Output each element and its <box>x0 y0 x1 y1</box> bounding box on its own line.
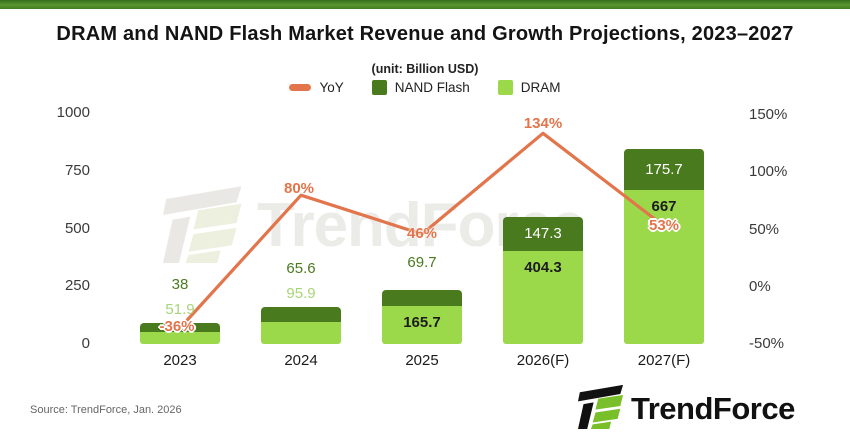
bar-segment-nand-2024 <box>261 306 341 322</box>
right-axis-tick: -50% <box>749 335 785 352</box>
yoy-value-label: 46% <box>406 225 438 243</box>
bar-segment-dram-2023 <box>140 332 220 344</box>
legend-item-nand-flash: NAND Flash <box>371 80 470 95</box>
legend: YoY NAND Flash DRAM <box>0 80 850 95</box>
bar-value-label-nand: 38 <box>171 276 189 294</box>
bar-value-label-dram: 95.9 <box>286 284 316 302</box>
legend-item-dram: DRAM <box>497 80 561 95</box>
bar-value-label-dram: 51.9 <box>165 301 195 319</box>
x-axis-label: 2024 <box>284 352 318 369</box>
bar-value-label-nand: 147.3 <box>524 224 562 242</box>
source-note: Source: TrendForce, Jan. 2026 <box>30 404 182 416</box>
left-axis-tick: 500 <box>64 219 90 237</box>
bar-value-label-nand: 65.6 <box>286 259 316 277</box>
trendforce-watermark-icon <box>163 183 243 268</box>
bar-segment-nand-2025 <box>382 289 462 306</box>
left-axis-tick: 1000 <box>56 104 90 121</box>
legend-line-marker <box>289 84 312 91</box>
x-axis-label: 2025 <box>405 352 439 369</box>
x-axis-label: 2027(F) <box>637 352 691 369</box>
x-axis-label: 2023 <box>163 352 197 369</box>
right-axis-tick: 150% <box>749 106 788 123</box>
legend-square-marker <box>497 80 513 95</box>
legend-label: DRAM <box>520 80 561 95</box>
top-accent-band <box>0 0 850 9</box>
bar-value-label-dram: 667 <box>651 197 677 215</box>
right-axis-tick: 0% <box>749 277 771 295</box>
legend-square-marker <box>371 80 387 95</box>
bar-value-label-nand: 69.7 <box>407 253 437 271</box>
chart-unit-subtitle: (unit: Billion USD) <box>371 62 479 76</box>
yoy-value-label: 134% <box>523 115 563 133</box>
bar-segment-dram-2024 <box>261 321 341 344</box>
legend-item-yoy: YoY <box>289 80 344 95</box>
yoy-value-label: 53% <box>648 217 680 235</box>
left-axis-tick: 0 <box>81 335 90 352</box>
chart-title: DRAM and NAND Flash Market Revenue and G… <box>56 23 794 45</box>
legend-label: NAND Flash <box>394 80 470 95</box>
yoy-value-label: 80% <box>283 180 315 198</box>
trendforce-logo: TrendForce <box>578 383 795 434</box>
bar-value-label-nand: 175.7 <box>645 160 683 178</box>
trendforce-logo-text: TrendForce <box>631 390 795 426</box>
left-axis-tick: 250 <box>64 277 90 295</box>
right-axis-tick: 100% <box>749 163 788 181</box>
trendforce-logo-icon <box>578 383 624 434</box>
left-axis-tick: 750 <box>64 161 90 179</box>
yoy-value-label: -36% <box>159 317 195 335</box>
right-axis-tick: 50% <box>749 220 780 238</box>
bar-value-label-dram: 165.7 <box>403 313 441 331</box>
legend-label: YoY <box>319 80 344 95</box>
bar-value-label-dram: 404.3 <box>524 258 562 276</box>
x-axis-label: 2026(F) <box>516 352 570 369</box>
